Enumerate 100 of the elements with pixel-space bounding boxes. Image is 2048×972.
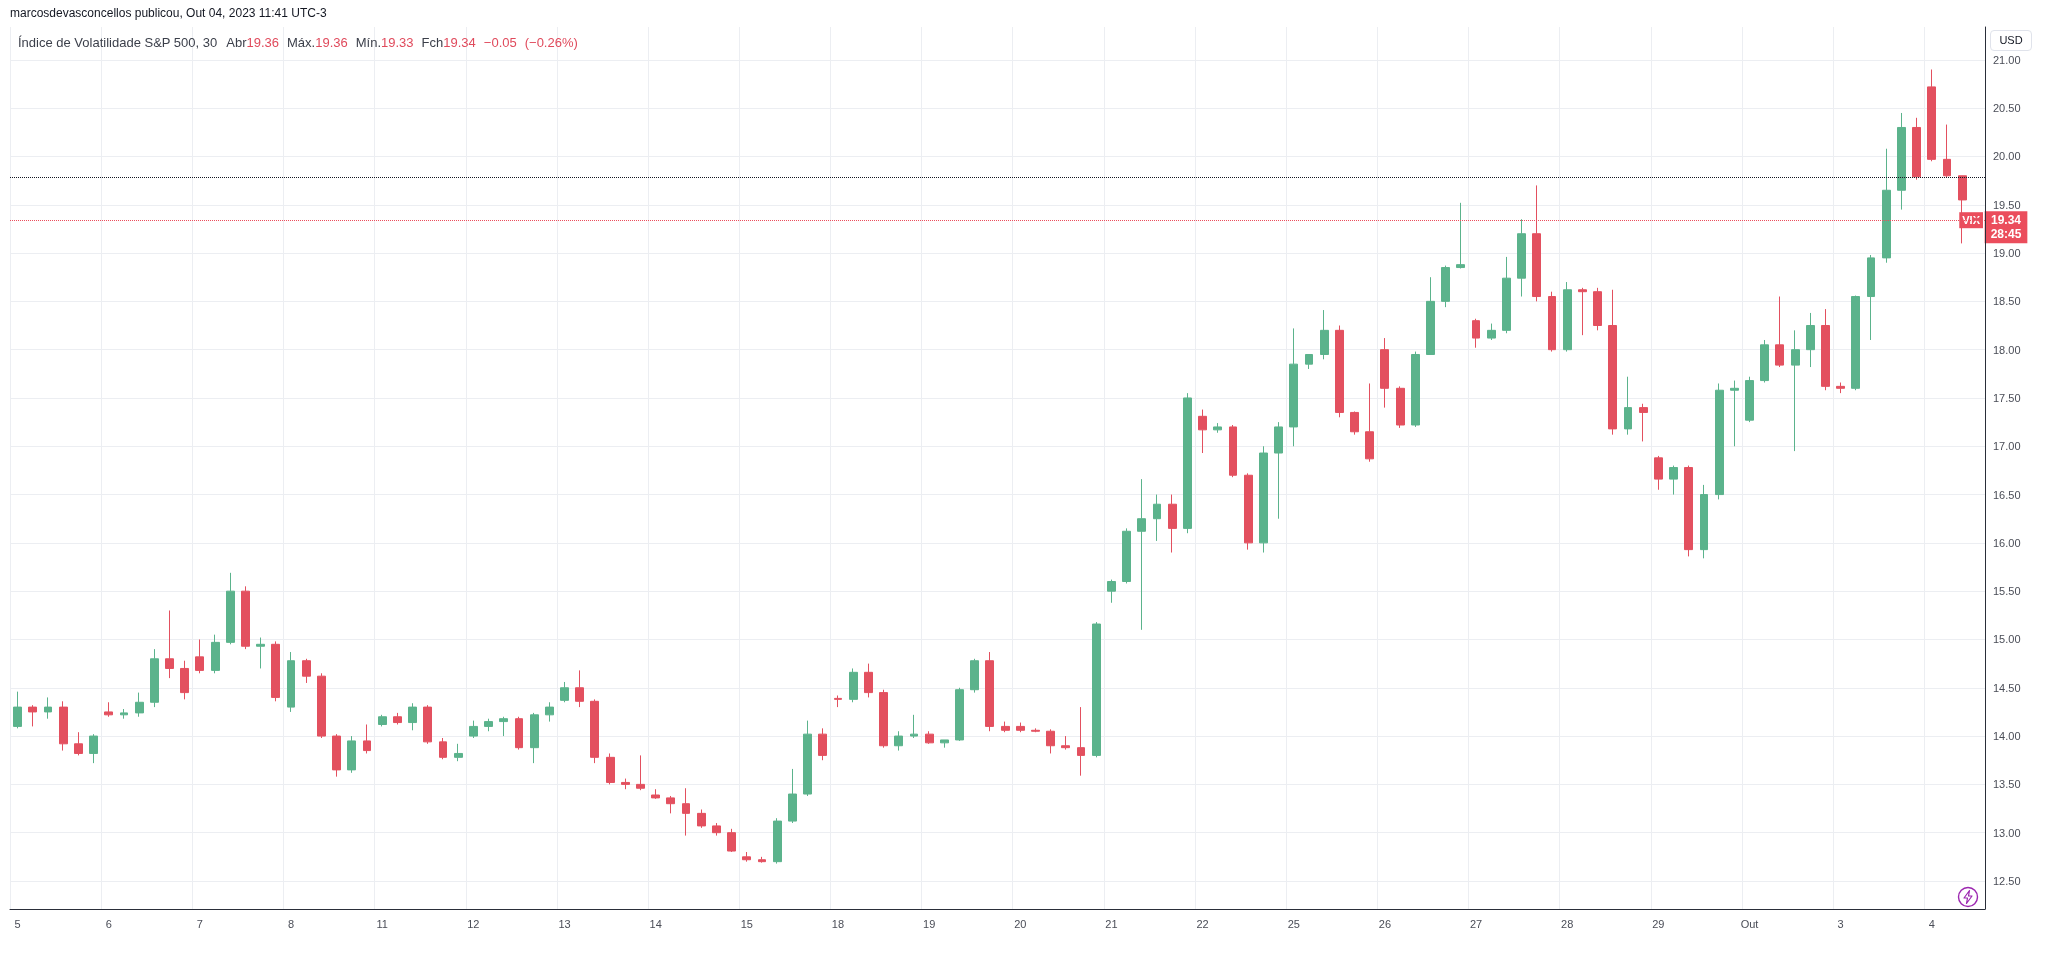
x-tick-label: 19: [923, 917, 936, 930]
candlestick: [1912, 117, 1921, 181]
x-tick-label: Out: [1740, 917, 1759, 930]
candlestick: [1456, 202, 1465, 270]
candlestick: [1396, 385, 1405, 429]
text: marcosdevasconcellos publicou, Out 04, 2023 11:41 UTC-3: [10, 5, 327, 21]
candlestick: [515, 716, 523, 751]
candlestick: [1684, 465, 1693, 557]
candlestick: [1244, 472, 1253, 551]
x-tick-label: 21: [1105, 917, 1118, 930]
candlestick: [970, 658, 979, 694]
y-tick-label: 16.50: [1993, 488, 2021, 501]
x-tick-label: 8: [288, 917, 295, 930]
candlestick: [1168, 494, 1177, 554]
x-tick-label: 6: [105, 917, 112, 930]
candlestick: [636, 754, 645, 791]
candlestick: [347, 735, 356, 774]
candlestick: [1548, 291, 1556, 353]
y-tick-label: 19.50: [1993, 198, 2021, 211]
candlestick: [1851, 295, 1860, 391]
candlestick: [651, 788, 660, 800]
candlestick: [1867, 254, 1875, 341]
x-tick-label: 27: [1469, 917, 1483, 930]
x-tick-label: 5: [14, 917, 21, 930]
x-tick-label: 25: [1287, 917, 1300, 930]
text: 19.34 28:45: [1990, 213, 2022, 242]
candlestick: [712, 822, 721, 837]
candlestick: [1897, 112, 1906, 211]
candlestick: [1198, 409, 1207, 454]
y-tick-label: 18.50: [1993, 295, 2021, 308]
candlestick: [1730, 380, 1739, 447]
candlestick: [1441, 265, 1450, 308]
candlestick: [135, 692, 144, 718]
y-tick-label: 17.50: [1993, 391, 2021, 404]
candlestick: [1745, 376, 1754, 423]
candlestick: [1046, 728, 1055, 754]
candlestick: [44, 696, 52, 720]
x-tick-label: 4: [1928, 917, 1935, 930]
y-tick-label: 19.00: [1993, 247, 2021, 260]
candlestick: [180, 660, 189, 700]
candlestick: [940, 739, 949, 749]
y-tick-label: 21.00: [1993, 53, 2021, 66]
candlestick: [1502, 256, 1511, 334]
candlestick: [545, 701, 554, 723]
candlestick: [560, 681, 569, 703]
candlestick: [1426, 276, 1435, 355]
y-tick-label: 12.50: [1993, 874, 2021, 887]
candlestick: [606, 752, 615, 785]
y-tick-label: 18.00: [1993, 343, 2021, 356]
candlestick: [1122, 527, 1131, 584]
candlestick: [423, 704, 432, 745]
candlestick: [1077, 706, 1085, 777]
x-tick-label: 11: [376, 917, 388, 930]
candlestick: [271, 640, 280, 702]
candlestick: [682, 787, 690, 837]
candlestick: [363, 723, 371, 754]
candlestick: [879, 689, 888, 749]
y-tick-label: 20.00: [1993, 150, 2021, 163]
candlestick: [818, 727, 827, 761]
candlestick: [864, 663, 873, 698]
candlestick: [727, 828, 736, 853]
candlestick: [1608, 289, 1617, 436]
candlestick: [666, 795, 675, 814]
candlestick: [894, 730, 903, 752]
candlestick: [1137, 478, 1146, 631]
candlestick: [1274, 421, 1283, 520]
candlestick: [59, 700, 68, 752]
candlestick: [530, 712, 539, 764]
candlestick: [1092, 621, 1101, 758]
candlestick: [1289, 327, 1298, 447]
x-tick-label: 22: [1196, 917, 1209, 930]
candlestick: [1183, 392, 1192, 534]
candlestick: [317, 672, 326, 739]
candlestick: [1791, 329, 1800, 452]
candlestick: [1335, 325, 1344, 418]
text: Abr19.36 Máx.19.36 Mín.19.33 Fch19.34 −0.05 (−0.26%): [226, 35, 578, 50]
candlestick: [955, 687, 964, 742]
candlestick: [773, 817, 782, 865]
candlestick: [925, 730, 934, 745]
candlestick: [1593, 287, 1602, 331]
candlestick: [1153, 494, 1161, 542]
candlestick: [393, 712, 402, 725]
x-tick-label: 29: [1652, 917, 1665, 930]
candlestick: [104, 701, 113, 718]
candlestick: [834, 695, 842, 708]
x-tick-label: 13: [558, 917, 571, 930]
x-tick-label: 20: [1014, 917, 1027, 930]
candlestick: [499, 716, 508, 737]
candlestick: [302, 658, 311, 684]
candlestick: [1669, 465, 1678, 496]
candlestick: [1624, 376, 1632, 436]
candlestick: [910, 714, 918, 739]
candlestick: [120, 708, 128, 720]
y-tick-label: 14.50: [1993, 681, 2021, 694]
candlestick: [1821, 308, 1830, 391]
candlestick: [241, 585, 250, 650]
candlestick: [1943, 124, 1951, 179]
candlestick: [1639, 403, 1648, 442]
candlestick: [287, 651, 295, 713]
y-tick-label: 17.00: [1993, 440, 2021, 453]
